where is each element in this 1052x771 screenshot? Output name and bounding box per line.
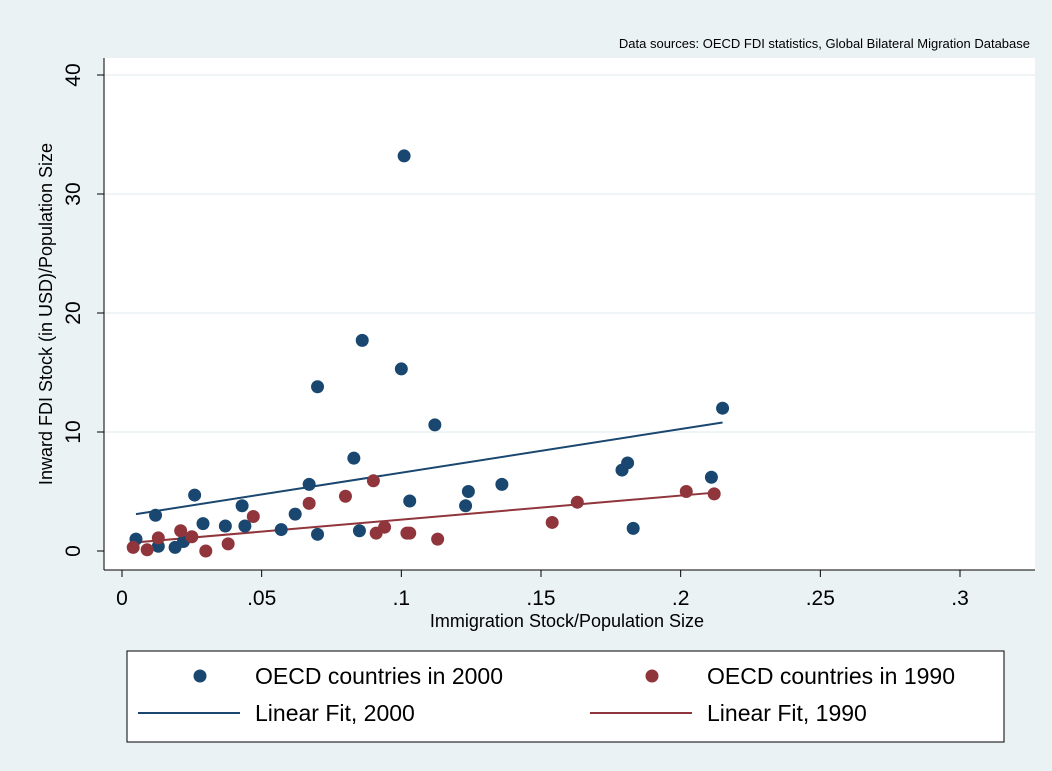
legend: OECD countries in 2000 OECD countries in … <box>126 650 1005 743</box>
y-tick-label: 10 <box>62 420 85 443</box>
data-point <box>366 474 380 488</box>
data-point <box>274 523 288 537</box>
data-point <box>679 485 693 498</box>
data-point <box>199 544 213 558</box>
x-tick-label: .2 <box>672 587 690 610</box>
data-point <box>149 508 163 522</box>
y-axis-title: Inward FDI Stock (in USD)/Population Siz… <box>36 143 56 485</box>
data-point <box>459 499 473 513</box>
data-point <box>235 499 249 513</box>
data-point <box>394 362 408 376</box>
data-point <box>570 495 584 509</box>
legend-marker <box>193 669 207 683</box>
data-point <box>196 517 210 531</box>
data-point <box>338 489 352 503</box>
data-point <box>288 507 302 521</box>
x-tick-label: .25 <box>806 587 835 610</box>
y-tick-label: 30 <box>62 182 85 205</box>
data-point <box>188 488 202 502</box>
data-point <box>302 477 316 491</box>
data-point <box>397 149 411 163</box>
axes: 0 10 20 30 40 0 .05 .1 .15 .2 .25 .3 <box>62 58 1035 610</box>
legend-box <box>126 650 1005 743</box>
data-point <box>545 515 559 529</box>
legend-label: Linear Fit, 1990 <box>707 700 867 726</box>
x-tick-label: .15 <box>526 587 555 610</box>
x-tick-label: 0 <box>116 587 128 610</box>
y-tick-label: 40 <box>62 63 85 86</box>
grid-lines <box>104 74 1035 433</box>
data-point <box>428 418 442 432</box>
data-point <box>311 527 325 541</box>
data-source-note: Data sources: OECD FDI statistics, Globa… <box>619 36 1030 51</box>
x-tick-label: .05 <box>247 587 276 610</box>
data-point <box>185 530 199 544</box>
data-point <box>140 543 154 557</box>
data-point <box>126 540 140 554</box>
x-tick-label: .1 <box>393 587 411 610</box>
data-point <box>621 456 635 470</box>
legend-label: OECD countries in 2000 <box>255 663 503 689</box>
fit-line <box>133 491 715 544</box>
data-point <box>174 524 188 538</box>
data-point <box>246 509 260 523</box>
data-point <box>403 494 417 508</box>
x-tick-label: .3 <box>951 587 969 610</box>
data-point <box>221 537 235 551</box>
fit-line <box>135 421 723 516</box>
plot-region-background <box>104 58 1035 570</box>
data-point <box>355 333 369 347</box>
data-point <box>302 496 316 510</box>
data-point <box>218 519 232 533</box>
data-point <box>704 470 718 484</box>
data-marks <box>126 149 730 558</box>
data-point <box>626 521 640 535</box>
data-point <box>707 487 721 501</box>
data-point <box>311 380 325 394</box>
data-point <box>403 526 417 540</box>
data-point <box>352 524 366 538</box>
legend-marker <box>645 669 659 683</box>
data-point <box>716 401 730 415</box>
x-axis-title: Immigration Stock/Population Size <box>430 611 704 631</box>
data-point <box>431 532 445 546</box>
legend-label: OECD countries in 1990 <box>707 663 955 689</box>
data-point <box>495 477 509 491</box>
data-point <box>238 519 252 533</box>
data-point <box>347 451 361 465</box>
y-tick-label: 0 <box>62 545 85 557</box>
data-point <box>151 531 165 545</box>
data-point <box>461 485 475 498</box>
data-point <box>378 520 392 534</box>
y-tick-label: 20 <box>62 301 85 324</box>
legend-label: Linear Fit, 2000 <box>255 700 415 726</box>
